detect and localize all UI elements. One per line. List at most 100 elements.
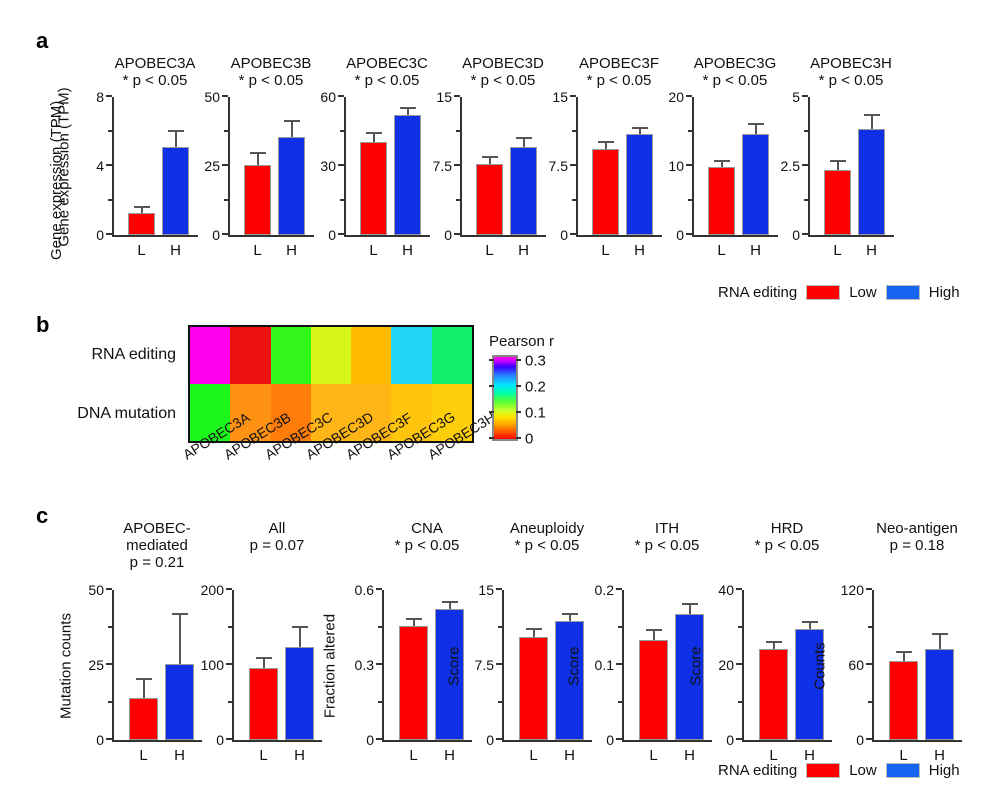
metric-ith-errorbar-cap: [681, 603, 698, 605]
apobec-apobec3g-xtick-label: H: [750, 242, 761, 259]
metric-cna-errorbar: [448, 603, 451, 609]
heatmap-cell: [431, 384, 472, 441]
apobec-apobec3h-bar-h: [858, 128, 885, 235]
metric-hrd-ytick-label: 0: [726, 732, 734, 748]
apobec-apobec3c-x-axis: [344, 235, 430, 237]
metric-hrd-xtick-label: L: [769, 747, 778, 764]
panel-a-ylabel: Gene expression (TPM): [48, 100, 65, 260]
legend-label-high: High: [928, 762, 960, 779]
metric-neo-antigen-ytick: [866, 738, 872, 740]
metric-all-ytick-label: 0: [216, 732, 224, 748]
metric-cna-ytick: [376, 738, 382, 740]
apobec-apobec3a-chart: APOBEC3A * p < 0.05 0 4 8 L H Gene expression (…: [56, 55, 198, 259]
metric-apobec-bar-l: [129, 698, 158, 740]
metric-ith-ytick: [616, 588, 622, 590]
metric-cna-xtick-label: L: [409, 747, 418, 764]
colorbar-tick: [489, 410, 494, 413]
legend-label-high: High: [928, 284, 960, 301]
metric-ith-ytick: [616, 738, 622, 740]
apobec-apobec3f-ytick-minor: [572, 198, 576, 201]
metric-ith-ylabel: Score: [565, 646, 583, 686]
metric-all-ytick: [226, 663, 232, 665]
apobec-apobec3a-ytick: [106, 233, 112, 235]
metric-ith-ytick-label: 0.1: [594, 657, 614, 673]
metric-neo-antigen-x-axis: [872, 740, 962, 742]
metric-all-ytick-minor: [228, 625, 232, 628]
metric-apobec-plot-area: 0 25 50 L H: [88, 582, 202, 764]
apobec-apobec3d-ytick-minor: [456, 198, 460, 201]
heatmap-cell: [391, 384, 432, 441]
metric-cna-pvalue: * p < 0.05: [394, 537, 460, 554]
apobec-apobec3f-ytick: [570, 233, 576, 235]
apobec-apobec3c-ytick-minor: [340, 129, 344, 132]
apobec-apobec3c-xtick-label: L: [369, 242, 378, 259]
metric-neo-antigen-ytick-label: 0: [856, 732, 864, 748]
metric-apobec-ytick: [106, 663, 112, 665]
apobec-apobec3a-ytick: [106, 164, 112, 166]
metric-neo-antigen-bar-l: [889, 661, 918, 740]
apobec-apobec3c-ytick-label: 30: [320, 158, 336, 174]
metric-apobec-ytick-minor: [108, 625, 112, 628]
metric-cna-bar-h: [435, 608, 464, 740]
legend-swatch-low: [806, 763, 841, 778]
apobec-apobec3a-pvalue: * p < 0.05: [122, 72, 188, 89]
metric-hrd-errorbar-cap: [801, 620, 818, 623]
apobec-apobec3g-errorbar: [720, 162, 723, 168]
apobec-apobec3f-ytick-minor: [572, 129, 576, 132]
apobec-apobec3b-ytick: [222, 233, 228, 235]
metric-all-x-axis: [232, 740, 322, 742]
metric-ith-errorbar: [688, 605, 691, 614]
metric-neo-antigen-ytick-label: 120: [840, 582, 864, 598]
apobec-apobec3d-errorbar: [522, 138, 525, 147]
panel-letter-a: a: [36, 28, 49, 53]
metric-cna-chart: CNA * p < 0.05 0 0.3 0.6 L H Fraction altered: [322, 520, 472, 764]
apobec-apobec3b-plot-area: 0 25 50 L H: [204, 89, 314, 259]
apobec-apobec3g-bar-h: [742, 133, 769, 235]
apobec-apobec3d-xtick-label: L: [485, 242, 494, 259]
metric-all-title: All p = 0.07: [250, 520, 305, 554]
apobec-apobec3g-ytick-label: 0: [676, 227, 684, 243]
metric-hrd-errorbar: [772, 643, 775, 649]
colorbar-tick: [489, 358, 494, 361]
metric-all-ytick-label: 200: [200, 582, 224, 598]
metric-hrd-ytick: [736, 663, 742, 665]
metric-aneuploidy-ytick-label: 15: [478, 582, 494, 598]
metric-ith-ytick: [616, 663, 622, 665]
apobec-apobec3a-errorbar: [174, 132, 177, 148]
metric-all-errorbar-cap: [291, 626, 308, 629]
metric-all-xtick-label: L: [259, 747, 268, 764]
metric-neo-antigen-y-axis: [872, 590, 874, 742]
metric-hrd-ytick-minor: [738, 625, 742, 628]
metric-ith-pvalue: * p < 0.05: [634, 537, 700, 554]
apobec-apobec3b-xtick-label: L: [253, 242, 262, 259]
metric-apobec-xtick-label: H: [174, 747, 185, 764]
colorbar-tick-label: 0: [525, 430, 534, 448]
apobec-apobec3c-ytick: [338, 95, 344, 97]
metric-all-ytick-label: 100: [200, 657, 224, 673]
heatmap-cell: [270, 327, 311, 384]
apobec-apobec3b-bar-l: [244, 164, 271, 235]
metric-cna-errorbar-cap: [441, 601, 458, 604]
metric-aneuploidy-errorbar-cap: [525, 628, 542, 630]
apobec-apobec3d-bar-l: [476, 164, 503, 235]
apobec-apobec3g-errorbar-cap: [713, 160, 730, 163]
apobec-apobec3g-ytick-minor: [688, 129, 692, 132]
apobec-apobec3c-title: APOBEC3C * p < 0.05: [346, 55, 428, 89]
colorbar-tick: [516, 358, 521, 361]
panel-c-legend: RNA editing Low High: [718, 762, 960, 779]
apobec-apobec3a-x-axis: [112, 235, 198, 237]
apobec-apobec3c-ytick-label: 60: [320, 89, 336, 105]
apobec-apobec3h-ytick-label: 5: [792, 89, 800, 105]
apobec-apobec3c-bar-h: [394, 115, 421, 235]
metric-apobec-ytick-label: 0: [96, 732, 104, 748]
apobec-apobec3b-pvalue: * p < 0.05: [238, 72, 304, 89]
metric-hrd-ylabel: Score: [687, 646, 705, 686]
metric-hrd-y-axis: [742, 590, 744, 742]
apobec-apobec3d-bar-h: [510, 146, 537, 235]
metric-hrd-plot-area: 0 20 40 L H: [718, 582, 832, 764]
apobec-apobec3f-bar-h: [626, 133, 653, 235]
apobec-apobec3b-errorbar: [256, 153, 259, 165]
apobec-apobec3h-ytick-minor: [804, 129, 808, 132]
metric-aneuploidy-errorbar: [532, 630, 535, 637]
metric-neo-antigen-xtick-label: L: [899, 747, 908, 764]
